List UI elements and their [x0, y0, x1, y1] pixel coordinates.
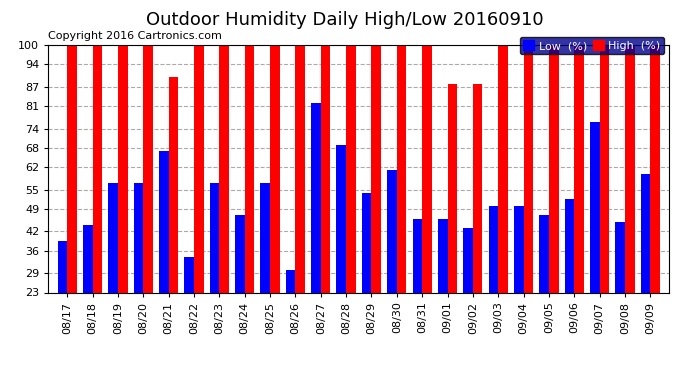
Bar — [463, 228, 473, 366]
Bar — [245, 45, 255, 366]
Bar — [498, 45, 508, 366]
Bar — [260, 183, 270, 366]
Bar — [397, 45, 406, 366]
Bar — [58, 241, 68, 366]
Legend: Low  (%), High  (%): Low (%), High (%) — [520, 37, 664, 54]
Bar — [159, 151, 168, 366]
Bar — [422, 45, 432, 366]
Bar — [413, 219, 422, 366]
Bar — [600, 45, 609, 366]
Bar — [574, 45, 584, 366]
Bar — [286, 270, 295, 366]
Bar — [108, 183, 118, 366]
Bar — [219, 45, 229, 366]
Bar — [564, 199, 574, 366]
Bar — [448, 84, 457, 366]
Bar — [83, 225, 92, 366]
Bar — [134, 183, 144, 366]
Bar — [514, 206, 524, 366]
Bar — [640, 174, 650, 366]
Bar — [387, 170, 397, 366]
Bar — [590, 122, 600, 366]
Text: Outdoor Humidity Daily High/Low 20160910: Outdoor Humidity Daily High/Low 20160910 — [146, 11, 544, 29]
Bar — [168, 77, 178, 366]
Bar — [68, 45, 77, 366]
Bar — [270, 45, 279, 366]
Bar — [362, 193, 371, 366]
Bar — [118, 45, 128, 366]
Bar — [540, 215, 549, 366]
Bar — [489, 206, 498, 366]
Bar — [210, 183, 219, 366]
Bar — [311, 103, 321, 366]
Bar — [438, 219, 448, 366]
Bar — [235, 215, 245, 366]
Bar — [625, 45, 635, 366]
Bar — [549, 45, 558, 366]
Bar — [337, 145, 346, 366]
Bar — [371, 45, 381, 366]
Bar — [650, 45, 660, 366]
Bar — [92, 45, 102, 366]
Bar — [346, 45, 356, 366]
Bar — [524, 45, 533, 366]
Bar — [321, 45, 331, 366]
Bar — [184, 257, 194, 366]
Text: Copyright 2016 Cartronics.com: Copyright 2016 Cartronics.com — [48, 32, 222, 41]
Bar — [473, 84, 482, 366]
Bar — [295, 45, 305, 366]
Bar — [194, 45, 204, 366]
Bar — [615, 222, 625, 366]
Bar — [144, 45, 153, 366]
